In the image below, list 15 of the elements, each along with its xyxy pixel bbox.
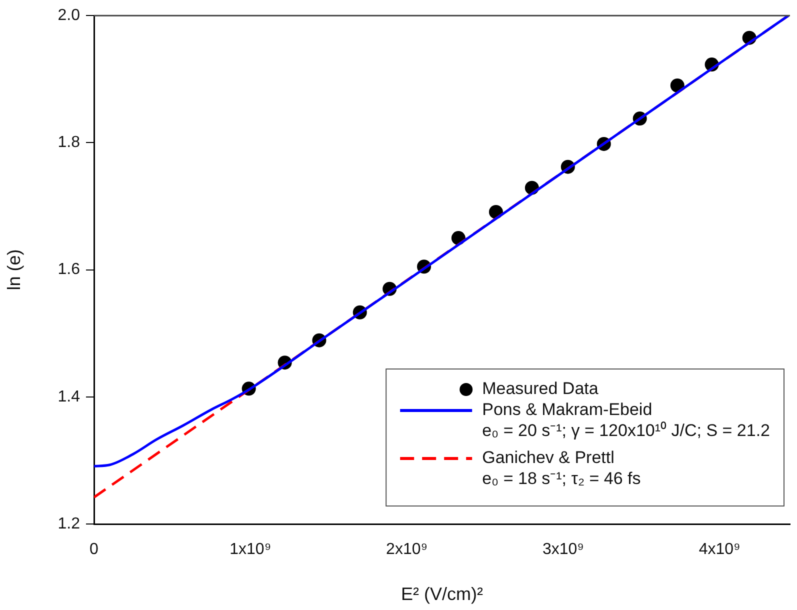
- y-tick-label: 2.0: [58, 7, 80, 24]
- x-tick-label: 0: [90, 541, 99, 558]
- legend-label: Ganichev & Prettl e₀ = 18 s⁻¹; τ₂ = 46 fs: [482, 448, 641, 488]
- y-tick-label: 1.6: [58, 261, 80, 278]
- y-tick-label: 1.8: [58, 134, 80, 152]
- legend-label: Pons & Makram-Ebeid e₀ = 20 s⁻¹; γ = 120x10¹⁰ J/C; S = 21.2: [482, 400, 770, 440]
- y-tick-label: 1.2: [58, 515, 80, 532]
- y-tick-label: 1.4: [58, 388, 80, 406]
- x-tick-label: 2x10⁹: [386, 541, 428, 558]
- legend-label: Measured Data: [482, 379, 599, 398]
- x-tick-label: 1x10⁹: [230, 541, 272, 558]
- x-axis-title: E² (V/cm)²: [401, 584, 483, 604]
- x-tick-label: 4x10⁹: [698, 541, 740, 558]
- x-tick-label: 3x10⁹: [542, 541, 584, 558]
- y-axis-title: ln (e): [4, 249, 24, 290]
